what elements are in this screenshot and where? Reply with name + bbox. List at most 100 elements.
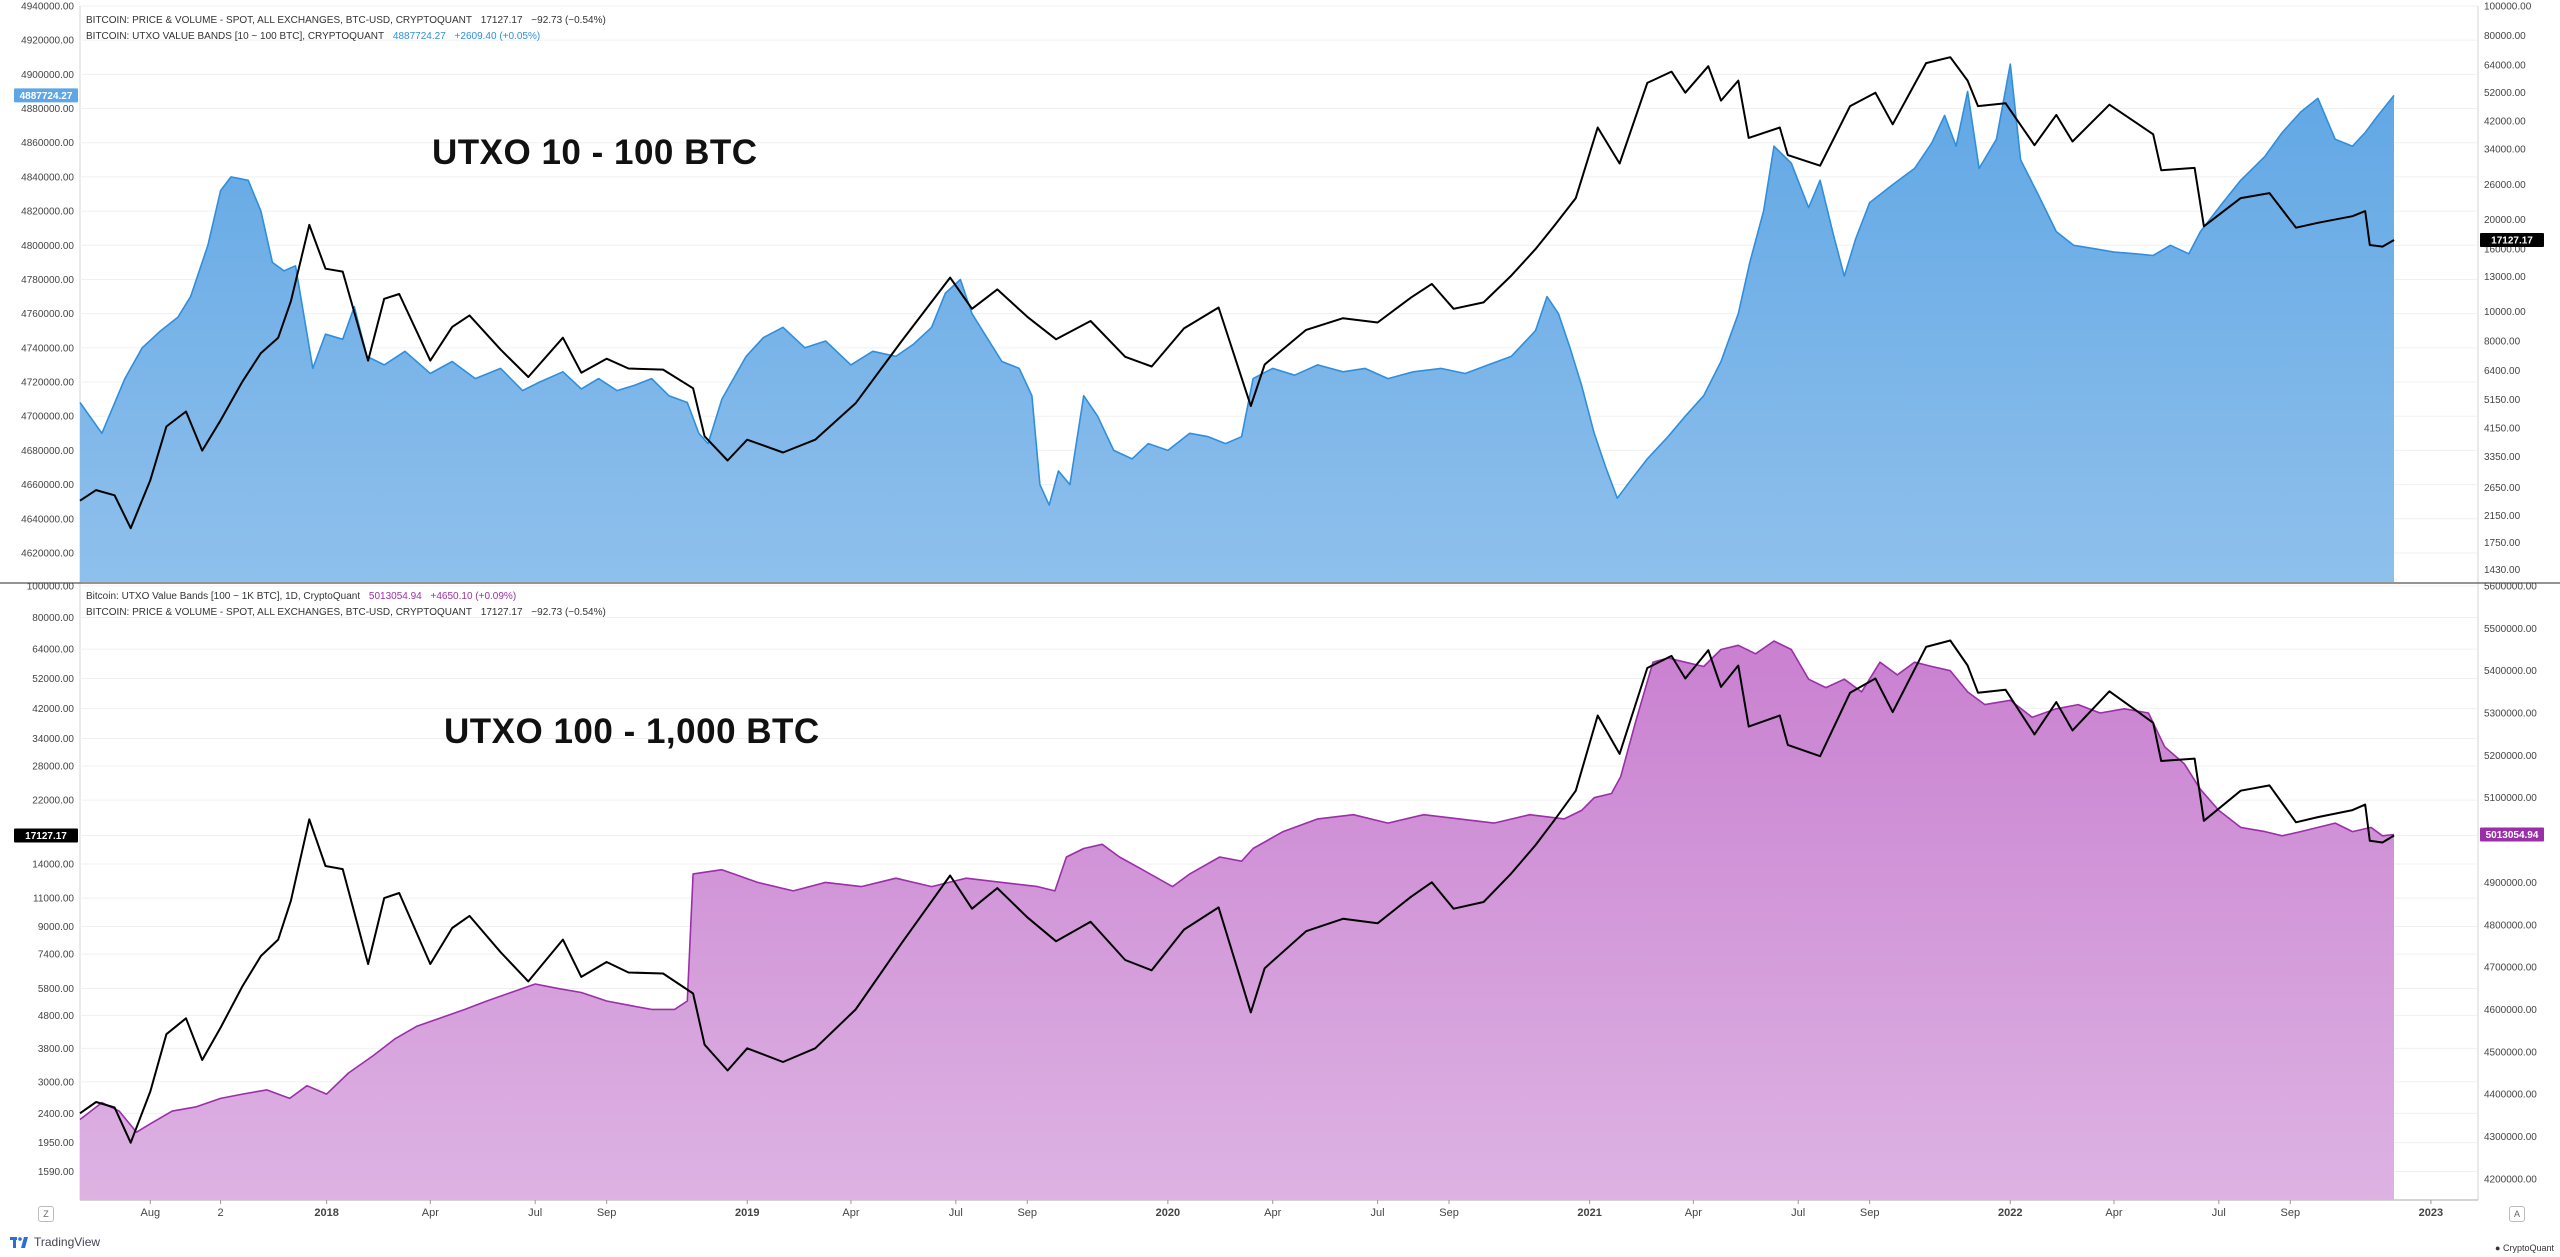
x-tick-label: Jul (528, 1207, 542, 1219)
legend-bottom-line-2-value: 17127.17 (480, 607, 523, 618)
bottom-left-tick-label: 34000.00 (32, 734, 74, 745)
bottom-left-tick-label: 28000.00 (32, 761, 74, 772)
legend-top-line-2: BITCOIN: UTXO VALUE BANDS [10 ~ 100 BTC]… (86, 29, 612, 45)
top-left-tick-label: 4840000.00 (21, 172, 74, 183)
top-right-tick-label: 1750.00 (2484, 538, 2521, 549)
top-left-tick-label: 4680000.00 (21, 446, 74, 457)
top-right-tick-label: 64000.00 (2484, 61, 2526, 72)
legend-bottom-line-2-change: −92.73 (−0.54%) (531, 607, 606, 618)
top-right-tick-label: 13000.00 (2484, 272, 2526, 283)
top-right-tick-label: 5150.00 (2484, 395, 2521, 406)
x-tick-label: 2022 (1998, 1207, 2022, 1219)
x-tick-label: 2 (218, 1207, 224, 1219)
top-right-tick-label: 16000.00 (2484, 245, 2526, 256)
bottom-left-price-badge-bg (14, 828, 78, 843)
x-tick-label: Apr (2105, 1207, 2122, 1219)
top-left-tick-label: 4780000.00 (21, 275, 74, 286)
x-tick-label: 2021 (1577, 1207, 1601, 1219)
bottom-right-value-badge: 5013054.94 (2486, 830, 2539, 841)
legend-top: BITCOIN: PRICE & VOLUME - SPOT, ALL EXCH… (86, 13, 612, 45)
legend-top-line-1-change: −92.73 (−0.54%) (531, 15, 606, 26)
x-tick-label: Sep (1017, 1207, 1037, 1219)
top-left-tick-label: 4620000.00 (21, 548, 74, 559)
bottom-right-tick-label: 5200000.00 (2484, 751, 2537, 762)
bottom-right-tick-label: 4300000.00 (2484, 1132, 2537, 1143)
bottom-left-tick-label: 1950.00 (38, 1138, 75, 1149)
x-tick-label: Apr (1264, 1207, 1281, 1219)
legend-bottom-line-2-label: BITCOIN: PRICE & VOLUME - SPOT, ALL EXCH… (86, 607, 473, 618)
x-tick-label: Sep (1860, 1207, 1880, 1219)
bottom-left-tick-label: 1590.00 (38, 1167, 75, 1178)
bottom-right-tick-label: 5300000.00 (2484, 709, 2537, 720)
x-tick-label: Sep (2280, 1207, 2300, 1219)
auto-scale-button[interactable]: A (2509, 1206, 2525, 1222)
x-tick-label: Jul (2212, 1207, 2226, 1219)
bottom-left-tick-label: 100000.00 (27, 582, 75, 593)
bottom-right-tick-label: 4200000.00 (2484, 1174, 2537, 1185)
bottom-right-tick-label: 5600000.00 (2484, 582, 2537, 593)
tradingview-icon (10, 1236, 28, 1248)
top-left-tick-label: 4700000.00 (21, 412, 74, 423)
x-tick-label: 2023 (2419, 1207, 2443, 1219)
top-right-tick-label: 34000.00 (2484, 145, 2526, 156)
bottom-left-tick-label: 42000.00 (32, 704, 74, 715)
top-left-tick-label: 4800000.00 (21, 241, 74, 252)
bottom-left-tick-label: 11000.00 (33, 894, 74, 905)
btc-price-line-bottom (79, 639, 2395, 1144)
tradingview-logo[interactable]: TradingView (10, 1235, 100, 1249)
zoom-reset-button[interactable]: Z (38, 1206, 54, 1222)
top-right-tick-label: 8000.00 (2484, 336, 2521, 347)
top-left-tick-label: 4740000.00 (21, 343, 74, 354)
x-tick-label: 2020 (1156, 1207, 1180, 1219)
utxo-100-1000-series-line (79, 640, 2395, 1133)
cryptoquant-icon: ● (2495, 1243, 2501, 1253)
top-right-tick-label: 2650.00 (2484, 483, 2521, 494)
x-tick-label: Sep (597, 1207, 617, 1219)
top-right-tick-label: 6400.00 (2484, 366, 2521, 377)
top-right-tick-label: 10000.00 (2484, 307, 2526, 318)
legend-top-line-1-value: 17127.17 (480, 15, 523, 26)
legend-top-line-2-label: BITCOIN: UTXO VALUE BANDS [10 ~ 100 BTC]… (86, 31, 385, 42)
bottom-left-tick-label: 22000.00 (32, 796, 74, 807)
bottom-right-tick-label: 4600000.00 (2484, 1005, 2537, 1016)
bottom-left-tick-label: 7400.00 (38, 950, 75, 961)
x-tick-label: 2018 (314, 1207, 338, 1219)
legend-bottom-line-2: BITCOIN: PRICE & VOLUME - SPOT, ALL EXCH… (86, 605, 612, 621)
bottom-right-tick-label: 5500000.00 (2484, 624, 2537, 635)
bottom-left-price-badge: 17127.17 (25, 831, 67, 842)
x-tick-label: 2019 (735, 1207, 759, 1219)
top-right-tick-label: 52000.00 (2484, 88, 2526, 99)
bottom-left-tick-label: 64000.00 (32, 645, 74, 656)
x-tick-label: Apr (842, 1207, 859, 1219)
utxo-10-100-series-line (79, 63, 2395, 506)
top-left-tick-label: 4820000.00 (21, 207, 74, 218)
bottom-left-tick-label: 2400.00 (38, 1109, 75, 1120)
bottom-right-value-badge-bg (2480, 827, 2544, 842)
top-left-tick-label: 4640000.00 (21, 514, 74, 525)
top-left-value-badge-bg (14, 88, 78, 103)
top-right-tick-label: 1430.00 (2484, 565, 2521, 576)
legend-bottom-line-1-value: 5013054.94 (368, 591, 422, 602)
top-right-tick-label: 80000.00 (2484, 31, 2526, 42)
legend-top-line-1-label: BITCOIN: PRICE & VOLUME - SPOT, ALL EXCH… (86, 15, 473, 26)
top-left-tick-label: 4940000.00 (21, 2, 74, 13)
top-left-tick-label: 4920000.00 (21, 36, 74, 47)
bottom-right-tick-label: 4800000.00 (2484, 920, 2537, 931)
legend-top-line-2-change: +2609.40 (+0.05%) (454, 31, 541, 42)
top-right-tick-label: 4150.00 (2484, 424, 2521, 435)
top-right-tick-label: 3350.00 (2484, 452, 2521, 463)
legend-top-line-1: BITCOIN: PRICE & VOLUME - SPOT, ALL EXCH… (86, 13, 612, 29)
bottom-left-tick-label: 14000.00 (32, 859, 74, 870)
top-right-tick-label: 20000.00 (2484, 215, 2526, 226)
bottom-left-tick-label: 4800.00 (38, 1011, 75, 1022)
x-tick-label: Jul (949, 1207, 963, 1219)
bottom-left-tick-label: 9000.00 (38, 922, 75, 933)
top-left-tick-label: 4720000.00 (21, 378, 74, 389)
legend-top-line-2-value: 4887724.27 (392, 31, 446, 42)
top-left-value-badge: 4887724.27 (20, 91, 73, 102)
bottom-left-tick-label: 5800.00 (38, 984, 75, 995)
cryptoquant-label: CryptoQuant (2502, 1243, 2554, 1253)
bottom-left-tick-label: 52000.00 (32, 674, 74, 685)
tradingview-label: TradingView (34, 1235, 101, 1249)
